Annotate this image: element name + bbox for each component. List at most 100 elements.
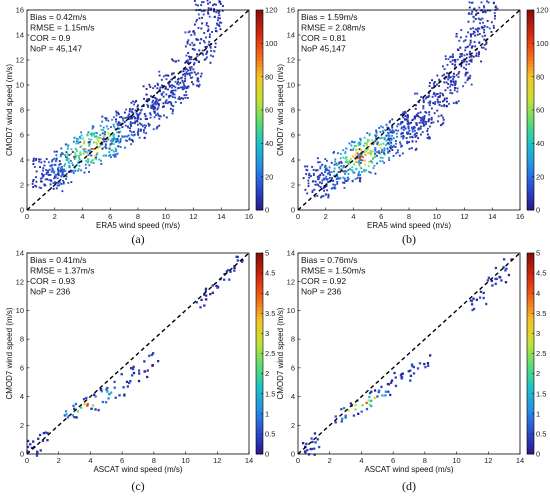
density-cell <box>391 118 394 121</box>
density-cell <box>171 84 174 87</box>
density-cell <box>395 142 397 145</box>
density-cell <box>428 94 431 97</box>
y-axis-label: CMOD7 wind speed (m/s) <box>5 307 14 399</box>
density-cell <box>377 389 381 392</box>
density-cell <box>171 110 174 112</box>
colorbar-segment <box>256 200 263 204</box>
density-cell <box>49 183 52 186</box>
density-cell <box>77 160 80 163</box>
density-cell <box>172 72 175 75</box>
density-cell <box>431 95 434 98</box>
density-cell <box>333 167 336 170</box>
density-cell <box>74 402 78 406</box>
density-cell <box>55 181 58 184</box>
density-cell <box>120 116 123 118</box>
colorbar-segment <box>256 413 263 418</box>
density-cell <box>454 80 457 83</box>
density-cell <box>388 150 391 153</box>
density-cell <box>57 166 60 169</box>
density-cell <box>418 362 422 365</box>
density-cell <box>422 122 425 125</box>
density-cell <box>368 151 371 154</box>
density-cell <box>409 136 411 139</box>
density-cell <box>198 61 200 64</box>
colorbar-tick-label: 1 <box>265 409 269 418</box>
density-cell <box>483 28 486 31</box>
colorbar-segment <box>256 393 263 398</box>
density-cell <box>99 124 102 127</box>
colorbar-segment <box>527 417 534 421</box>
density-cell <box>482 21 484 24</box>
density-cell <box>188 55 191 58</box>
density-cell <box>186 86 189 89</box>
density-cell <box>323 166 326 169</box>
density-cell <box>167 101 170 104</box>
density-cell <box>139 129 142 132</box>
density-cell <box>132 134 135 137</box>
density-cell <box>313 447 316 450</box>
density-cell <box>129 127 132 130</box>
density-cell <box>202 40 205 42</box>
density-cell <box>47 169 50 172</box>
colorbar-segment <box>527 390 534 395</box>
y-tick-label: 0 <box>20 206 24 215</box>
density-cell <box>361 159 364 162</box>
density-cell <box>408 141 410 144</box>
density-cell <box>41 174 44 177</box>
density-cell <box>189 69 192 72</box>
density-cell <box>343 177 346 180</box>
density-cell <box>209 33 211 36</box>
density-cell <box>96 137 99 140</box>
density-cell <box>417 128 420 131</box>
density-cell <box>196 55 199 58</box>
density-cell <box>136 104 139 107</box>
colorbar-segment <box>527 136 534 141</box>
density-cell <box>197 84 200 87</box>
density-cell <box>421 116 424 119</box>
density-cell <box>171 86 173 89</box>
density-cell <box>190 71 193 74</box>
density-cell <box>127 115 130 117</box>
density-cell <box>108 393 111 396</box>
y-tick-label: 14 <box>16 249 24 258</box>
density-cell <box>411 364 414 368</box>
density-cell <box>351 166 354 169</box>
density-cell <box>104 130 107 133</box>
colorbar-segment <box>256 373 263 378</box>
x-tick-label: 14 <box>516 456 524 465</box>
density-cell <box>407 126 410 129</box>
density-cell <box>322 178 325 181</box>
density-cell <box>450 79 453 82</box>
colorbar-segment <box>527 370 534 375</box>
density-cell <box>326 178 329 181</box>
density-cell <box>193 61 196 64</box>
density-cell <box>60 167 63 170</box>
colorbar-segment <box>256 176 263 181</box>
colorbar-tick-label: 40 <box>265 139 273 148</box>
colorbar-segment <box>256 180 263 184</box>
colorbar-tick-label: 3 <box>265 329 269 338</box>
density-cell <box>412 365 416 369</box>
density-cell <box>371 160 373 163</box>
y-tick-label: 2 <box>291 421 295 430</box>
density-cell <box>304 188 307 191</box>
density-cell <box>423 117 426 120</box>
density-cell <box>119 139 122 142</box>
density-cell <box>79 153 82 156</box>
density-cell <box>157 360 160 363</box>
colorbar-segment <box>527 186 534 191</box>
density-cell <box>140 123 143 126</box>
density-cell <box>165 93 168 96</box>
density-cell <box>61 172 64 175</box>
density-cell <box>460 55 463 57</box>
density-cell <box>54 176 57 179</box>
density-cell <box>186 42 189 45</box>
density-cell <box>166 74 169 77</box>
density-cell <box>91 404 95 407</box>
density-cell <box>77 141 80 144</box>
density-cell <box>351 179 354 182</box>
density-cell <box>475 54 478 57</box>
density-cell <box>368 395 371 399</box>
density-cell <box>442 116 445 119</box>
colorbar-segment <box>527 299 534 304</box>
